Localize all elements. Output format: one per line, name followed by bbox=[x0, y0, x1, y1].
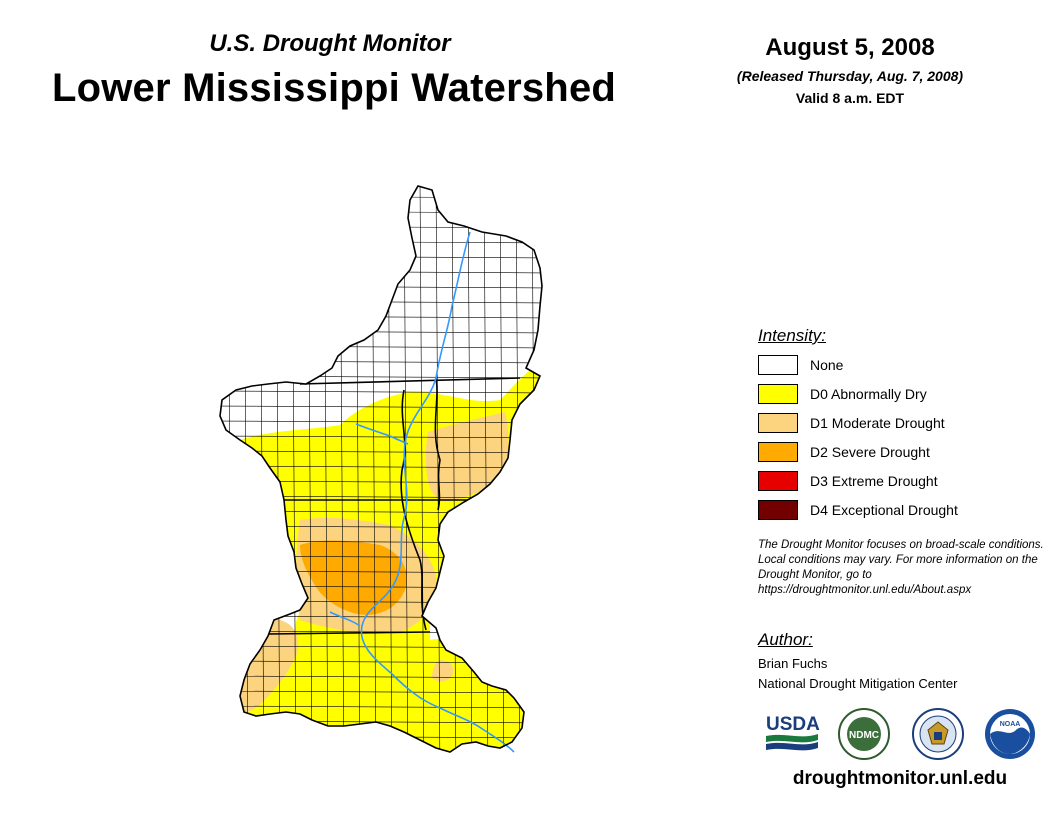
county-boundary bbox=[467, 186, 473, 752]
county-boundary bbox=[220, 465, 542, 469]
legend-swatch bbox=[758, 471, 798, 491]
legend-item: D1 Moderate Drought bbox=[758, 413, 1018, 433]
county-boundary bbox=[220, 210, 542, 214]
county-boundary bbox=[220, 705, 542, 709]
release-date: (Released Thursday, Aug. 7, 2008) bbox=[736, 68, 964, 84]
legend-item: D0 Abnormally Dry bbox=[758, 384, 1018, 404]
disclaimer-note: The Drought Monitor focuses on broad-sca… bbox=[758, 539, 1044, 596]
county-boundary bbox=[220, 690, 542, 694]
d1-moderate-drought-area bbox=[425, 412, 509, 502]
legend-swatch bbox=[758, 384, 798, 404]
author-organization: National Drought Mitigation Center bbox=[758, 676, 958, 691]
author-heading: Author: bbox=[758, 630, 813, 649]
doc-seal-logo bbox=[912, 708, 964, 760]
legend-item: D3 Extreme Drought bbox=[758, 471, 1018, 491]
legend-heading: Intensity: bbox=[758, 326, 827, 345]
website-url[interactable]: droughtmonitor.unl.edu bbox=[792, 768, 1008, 789]
legend-label: None bbox=[810, 357, 844, 373]
drought-map bbox=[215, 180, 555, 780]
legend-label: D2 Severe Drought bbox=[810, 444, 930, 460]
noaa-logo: NOAA bbox=[985, 709, 1035, 759]
county-boundary bbox=[220, 435, 542, 439]
svg-text:NOAA: NOAA bbox=[1000, 721, 1021, 728]
county-boundary bbox=[220, 390, 542, 394]
ndmc-logo: NDMC bbox=[838, 708, 890, 760]
legend-swatch bbox=[758, 442, 798, 462]
county-boundary bbox=[548, 180, 552, 780]
legend-swatch bbox=[758, 355, 798, 375]
county-boundary bbox=[220, 225, 542, 229]
county-boundary bbox=[220, 750, 542, 752]
legend-item: D4 Exceptional Drought bbox=[758, 500, 1018, 520]
author-name: Brian Fuchs bbox=[758, 656, 828, 671]
svg-text:USDA: USDA bbox=[766, 714, 820, 735]
county-boundary bbox=[215, 766, 555, 768]
legend-label: D4 Exceptional Drought bbox=[810, 502, 958, 518]
county-boundary bbox=[220, 450, 542, 454]
svg-text:NDMC: NDMC bbox=[849, 730, 879, 741]
legend-label: D0 Abnormally Dry bbox=[810, 386, 927, 402]
legend-label: D3 Extreme Drought bbox=[810, 473, 938, 489]
agency-logos: USDA NDMC NOAA bbox=[766, 708, 1035, 760]
county-boundary bbox=[451, 186, 457, 752]
legend-item: None bbox=[758, 355, 1018, 375]
usda-logo: USDA bbox=[766, 714, 820, 751]
county-boundary bbox=[220, 405, 542, 409]
legend-item: D2 Severe Drought bbox=[758, 442, 1018, 462]
map-date: August 5, 2008 bbox=[765, 34, 935, 61]
county-boundary bbox=[227, 186, 233, 752]
legend-label: D1 Moderate Drought bbox=[810, 415, 945, 431]
county-boundary bbox=[220, 195, 542, 199]
valid-time: Valid 8 a.m. EDT bbox=[795, 90, 905, 106]
map-subtitle: U.S. Drought Monitor bbox=[209, 30, 451, 57]
d1-moderate-drought-area bbox=[432, 660, 454, 682]
legend-swatch bbox=[758, 413, 798, 433]
map-title: Lower Mississippi Watershed bbox=[51, 66, 617, 110]
county-boundary bbox=[220, 420, 542, 424]
county-boundary bbox=[419, 186, 425, 752]
legend-swatch bbox=[758, 500, 798, 520]
